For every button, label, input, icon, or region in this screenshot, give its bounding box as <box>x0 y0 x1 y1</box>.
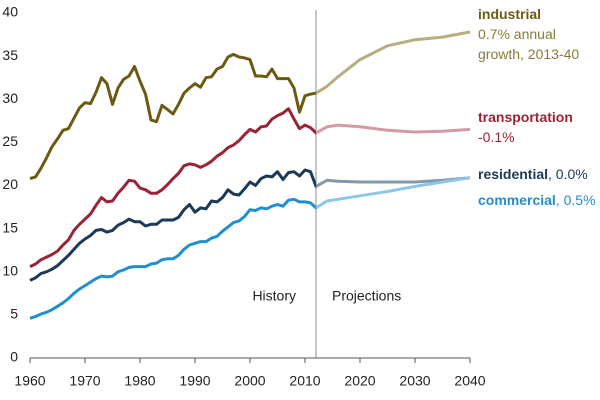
x-tick-label: 2020 <box>344 373 375 389</box>
x-tick-label: 1980 <box>124 373 155 389</box>
y-tick-label: 5 <box>10 306 18 322</box>
x-tick-label: 1960 <box>14 373 45 389</box>
x-tick-label: 1990 <box>179 373 210 389</box>
legend-annotation: , 0.5% <box>555 192 596 208</box>
series-line <box>29 176 471 320</box>
x-tick-label: 2030 <box>399 373 430 389</box>
legend-entry: transportation -0.1% <box>478 107 598 147</box>
y-tick-label: 35 <box>2 47 18 63</box>
legend-entry: residential, 0.0% <box>478 164 598 184</box>
legend-entry: industrial 0.7% annual growth, 2013-40 <box>478 4 598 64</box>
y-tick-label: 20 <box>2 176 18 192</box>
legend-name: industrial <box>478 6 542 22</box>
legend-annotation: -0.1% <box>478 129 515 145</box>
y-tick-label: 40 <box>2 4 18 20</box>
legend-name: transportation <box>478 109 573 125</box>
projections-label: Projections <box>332 288 401 304</box>
y-tick-label: 10 <box>2 262 18 278</box>
y-tick-label: 0 <box>10 349 18 365</box>
legend-annotation: 0.7% annual growth, 2013-40 <box>478 26 580 62</box>
x-tick-label: 1970 <box>69 373 100 389</box>
legend-name: commercial <box>478 192 556 208</box>
legend-entry: commercial, 0.5% <box>478 190 598 210</box>
x-tick-label: 2010 <box>289 373 320 389</box>
x-tick-label: 2040 <box>454 373 485 389</box>
history-label: History <box>252 288 296 304</box>
y-tick-label: 15 <box>2 219 18 235</box>
series-line <box>29 30 471 181</box>
series-line <box>29 168 471 282</box>
x-tick-label: 2000 <box>234 373 265 389</box>
y-tick-label: 30 <box>2 90 18 106</box>
series-line <box>29 107 471 268</box>
y-tick-label: 25 <box>2 133 18 149</box>
legend-annotation: , 0.0% <box>548 166 588 182</box>
legend-name: residential <box>478 166 549 182</box>
